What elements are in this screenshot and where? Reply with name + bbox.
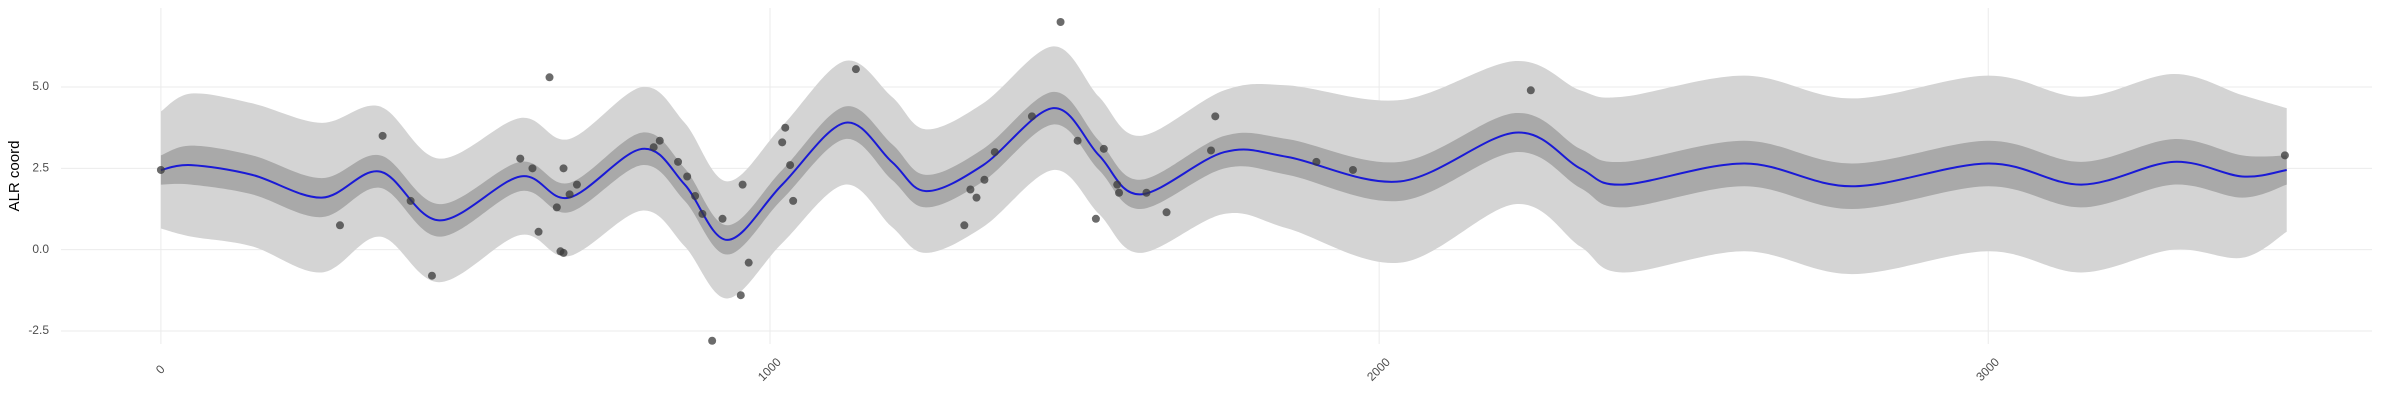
data-point xyxy=(516,154,525,163)
data-point xyxy=(851,65,860,74)
data-point xyxy=(1056,17,1065,26)
mean-line xyxy=(160,107,2287,241)
data-point xyxy=(427,271,436,280)
data-point xyxy=(786,161,795,170)
data-point xyxy=(1348,165,1357,174)
data-point xyxy=(736,291,745,300)
data-point xyxy=(966,185,975,194)
x-tick-label: 1000 xyxy=(755,355,784,384)
data-point xyxy=(789,196,798,205)
data-point xyxy=(744,258,753,267)
y-tick-label: -2.5 xyxy=(28,323,49,337)
data-point xyxy=(980,175,989,184)
data-point xyxy=(528,164,537,173)
confidence-band xyxy=(160,91,2287,255)
data-point xyxy=(708,336,717,345)
data-point xyxy=(649,143,658,152)
data-point xyxy=(972,193,981,202)
data-point xyxy=(1027,112,1036,121)
data-point xyxy=(559,248,568,257)
data-point xyxy=(691,192,700,201)
x-tick-label: 3000 xyxy=(1973,355,2002,384)
data-point xyxy=(572,180,581,189)
data-point xyxy=(1207,146,1216,155)
data-point xyxy=(534,227,543,236)
x-tick-label: 0 xyxy=(153,362,168,377)
data-point xyxy=(738,180,747,189)
y-axis-label: ALR coord xyxy=(6,141,23,212)
data-point xyxy=(781,123,790,132)
data-point xyxy=(552,203,561,212)
data-point xyxy=(1162,208,1171,217)
data-point xyxy=(1073,136,1082,145)
data-point xyxy=(565,190,574,199)
data-point xyxy=(698,209,707,218)
data-point xyxy=(683,172,692,181)
confidence-band xyxy=(160,46,2287,299)
data-point xyxy=(545,73,554,82)
data-point xyxy=(718,214,727,223)
y-tick-label: 2.5 xyxy=(32,161,49,175)
data-point xyxy=(960,221,969,230)
data-point xyxy=(335,221,344,230)
data-point xyxy=(655,136,664,145)
data-point xyxy=(1526,86,1535,95)
data-point xyxy=(1312,157,1321,166)
data-point xyxy=(2280,151,2289,160)
data-point xyxy=(1113,180,1122,189)
data-point xyxy=(674,157,683,166)
y-tick-label: 5.0 xyxy=(32,79,49,93)
y-tick-label: 0.0 xyxy=(32,242,49,256)
data-point xyxy=(778,138,787,147)
data-point xyxy=(1115,188,1124,197)
x-tick-label: 2000 xyxy=(1364,355,1393,384)
data-point xyxy=(378,131,387,140)
data-point xyxy=(990,148,999,157)
data-point xyxy=(1091,214,1100,223)
data-point xyxy=(1211,112,1220,121)
data-point xyxy=(559,164,568,173)
data-point xyxy=(1142,188,1151,197)
data-point xyxy=(1099,144,1108,153)
data-point xyxy=(156,165,165,174)
data-point xyxy=(406,196,415,205)
